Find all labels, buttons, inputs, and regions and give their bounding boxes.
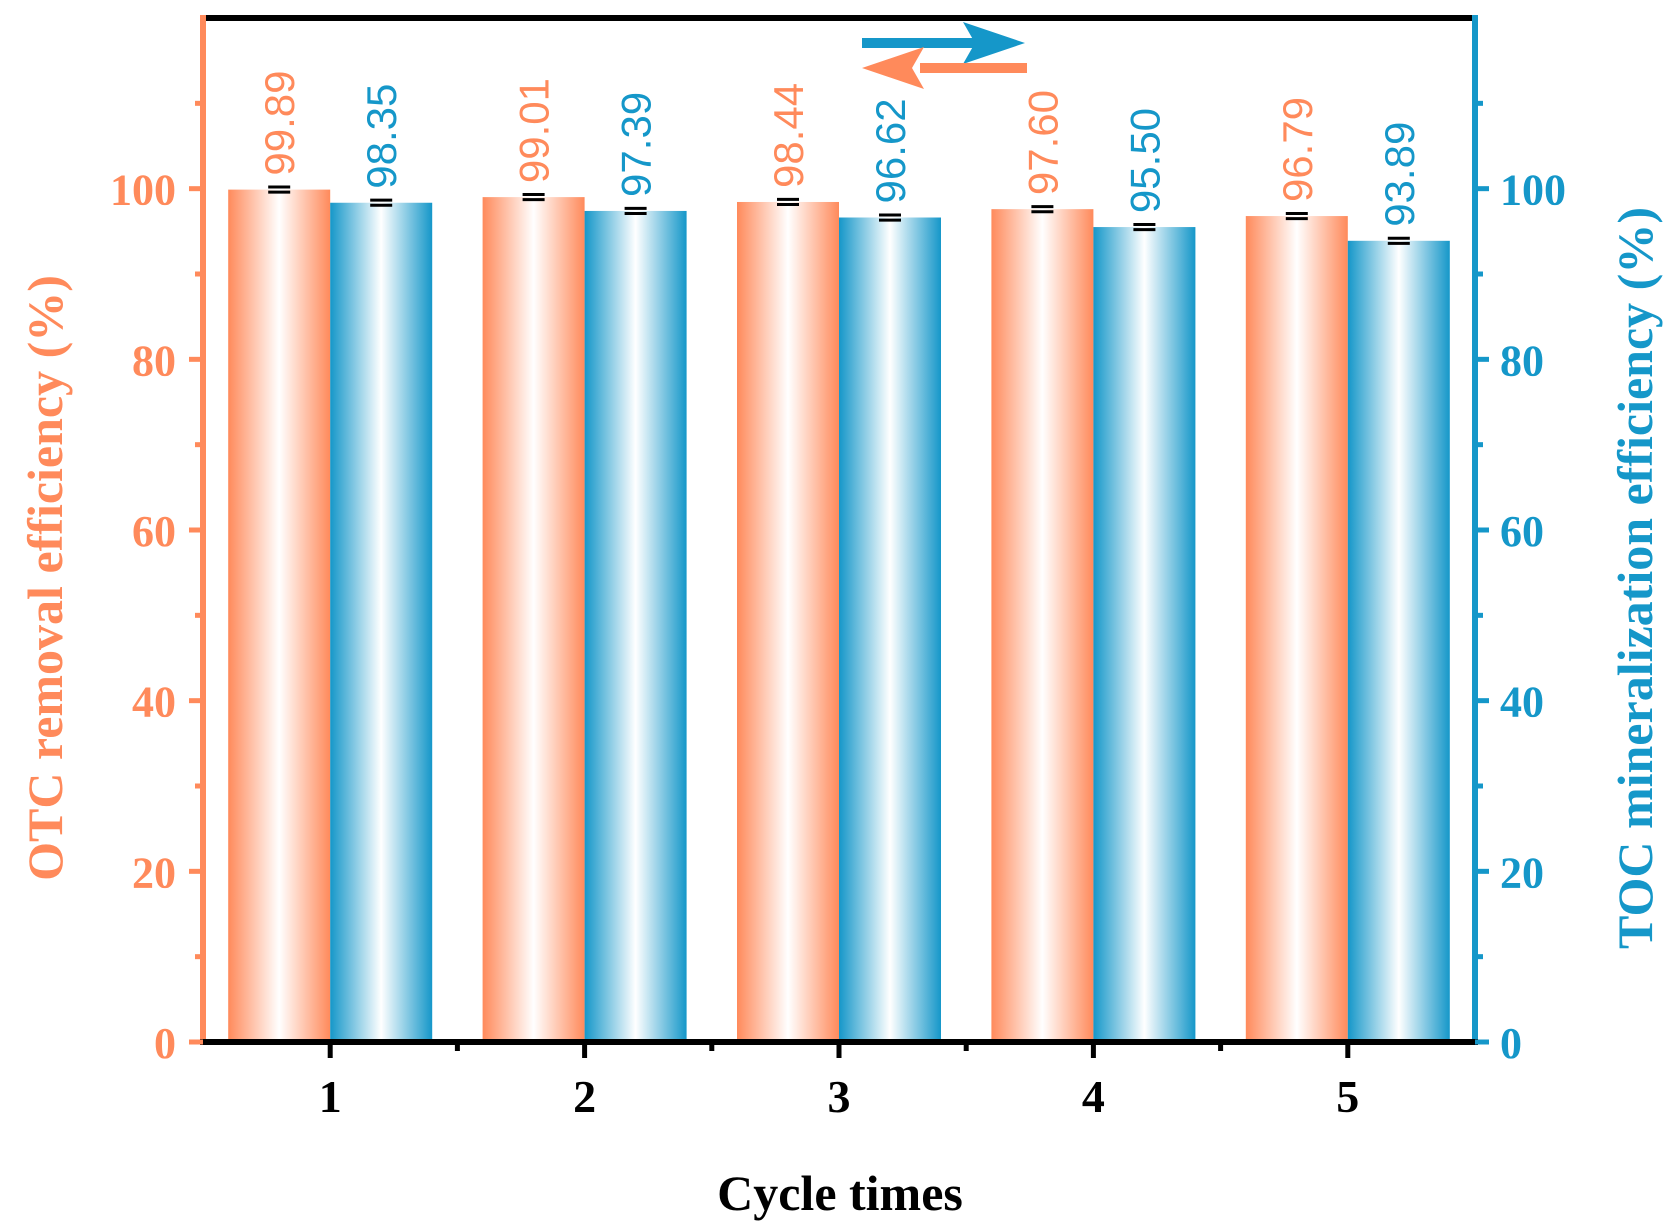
x-tick-label: 3 <box>828 1071 851 1122</box>
y2-tick-label: 40 <box>1500 678 1544 727</box>
right-axis-ticks: 0 20 40 60 80 100 <box>1475 100 1566 1068</box>
y-tick-label: 100 <box>110 166 176 215</box>
y-tick-label: 40 <box>132 678 176 727</box>
x-tick-label: 1 <box>319 1071 342 1122</box>
x-tick-label: 4 <box>1082 1071 1105 1122</box>
data-label: 93.89 <box>1376 122 1423 227</box>
right-axis-title: TOC mineralization efficiency (%) <box>1607 207 1663 949</box>
data-label: 98.35 <box>358 84 405 189</box>
left-axis-title: OTC removal efficiency (%) <box>17 275 73 881</box>
data-label: 96.79 <box>1274 97 1321 202</box>
bar-otc <box>737 201 839 1043</box>
bar-toc <box>330 202 433 1042</box>
left-axis-ticks: 0 20 40 60 80 100 <box>110 100 203 1068</box>
bar-otc <box>228 189 331 1042</box>
bar-otc <box>1245 216 1348 1043</box>
y-tick-label: 60 <box>132 507 176 556</box>
data-label: 96.62 <box>867 98 914 203</box>
right-arrow-icon <box>862 22 1025 64</box>
y-tick-label: 20 <box>132 848 176 897</box>
x-tick-label: 2 <box>573 1071 596 1122</box>
bar-toc <box>1093 227 1196 1043</box>
bar-toc <box>1347 240 1450 1043</box>
left-arrow-icon <box>862 47 1027 89</box>
x-tick-label: 5 <box>1336 1071 1359 1122</box>
value-labels-layer: 99.89 98.35 99.01 97.39 98.44 96.62 97.60 95.50… <box>256 70 1423 226</box>
data-label: 98.44 <box>765 83 812 188</box>
bar-otc <box>991 209 1094 1042</box>
data-label: 97.39 <box>613 92 660 197</box>
bar-toc <box>584 210 687 1042</box>
y-tick-label: 0 <box>154 1019 176 1068</box>
x-axis-ticks: 1 2 3 4 5 <box>319 1042 1359 1122</box>
y2-tick-label: 60 <box>1500 507 1544 556</box>
x-axis-title: Cycle times <box>717 1165 963 1221</box>
y2-tick-label: 0 <box>1500 1019 1522 1068</box>
y-tick-label: 80 <box>132 336 176 385</box>
data-label: 97.60 <box>1019 90 1066 195</box>
data-label: 99.01 <box>511 78 558 183</box>
y2-tick-label: 20 <box>1500 848 1544 897</box>
y2-tick-label: 100 <box>1500 166 1566 215</box>
bar-otc <box>482 197 585 1042</box>
data-label: 99.89 <box>256 70 303 175</box>
y2-tick-label: 80 <box>1500 336 1544 385</box>
bars-layer <box>228 185 1450 1043</box>
bar-toc <box>839 217 941 1042</box>
data-label: 95.50 <box>1121 108 1168 213</box>
